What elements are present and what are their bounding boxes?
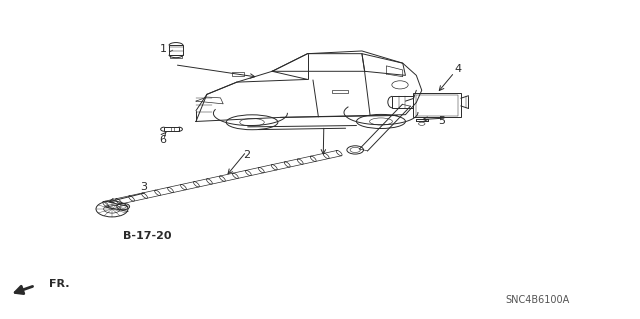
Bar	[413, 93, 461, 117]
Text: B-17-20: B-17-20	[123, 231, 172, 241]
Bar	[392, 96, 413, 108]
Text: 4: 4	[454, 63, 461, 74]
Text: 6: 6	[160, 135, 166, 145]
Bar	[169, 45, 183, 55]
Bar	[232, 72, 244, 76]
Bar	[164, 127, 179, 131]
Text: 2: 2	[243, 150, 250, 160]
Text: SNC4B6100A: SNC4B6100A	[506, 295, 570, 305]
Text: FR.: FR.	[49, 279, 70, 289]
Bar	[332, 90, 348, 93]
Text: 5: 5	[438, 116, 445, 126]
Bar	[170, 55, 182, 58]
Bar	[416, 95, 458, 116]
Text: 3: 3	[141, 182, 147, 192]
Text: 1: 1	[160, 44, 166, 55]
